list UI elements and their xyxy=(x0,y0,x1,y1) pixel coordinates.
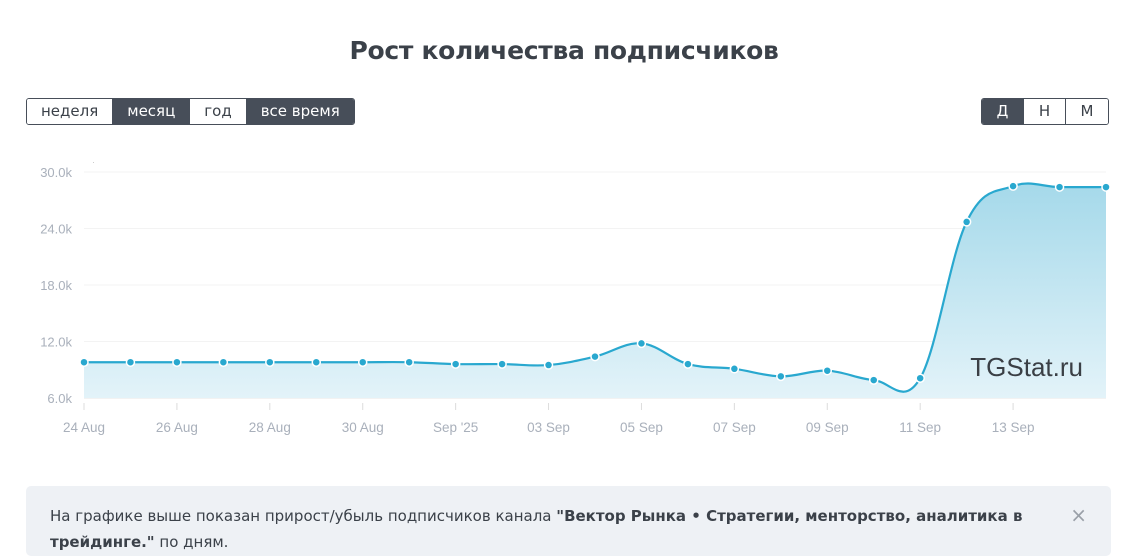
note-prefix: На графике выше показан прирост/убыль по… xyxy=(50,507,557,525)
period-month-button[interactable]: месяц xyxy=(113,99,191,124)
x-tick-label: 26 Aug xyxy=(156,420,198,435)
y-tick-label: 12.0k xyxy=(40,335,72,350)
data-point[interactable] xyxy=(729,364,740,374)
x-tick-label: 30 Aug xyxy=(342,420,384,435)
data-point[interactable] xyxy=(125,357,136,367)
x-tick-label: 13 Sep xyxy=(992,420,1035,435)
data-point[interactable] xyxy=(961,217,972,227)
data-point[interactable] xyxy=(915,373,925,383)
y-tick-label: 6.0k xyxy=(47,391,72,406)
x-axis: 24 Aug 26 Aug 28 Aug 30 Aug Sep '25 03 Sep 05 … xyxy=(63,403,1035,435)
y-tick-label: 30.0k xyxy=(40,165,72,180)
x-tick-label: 11 Sep xyxy=(899,420,941,435)
data-point[interactable] xyxy=(683,359,693,369)
data-point[interactable] xyxy=(265,357,275,367)
data-point[interactable] xyxy=(404,357,414,367)
data-point[interactable] xyxy=(822,365,833,376)
close-icon[interactable]: × xyxy=(1070,503,1087,527)
granularity-day-button[interactable]: Д xyxy=(982,99,1024,124)
period-selector: неделя месяц год все время xyxy=(26,98,355,125)
y-tick-label: 24.0k xyxy=(40,222,72,237)
y-axis: 6.0k 12.0k 18.0k 24.0k 30.0k xyxy=(40,165,72,406)
series-line xyxy=(83,182,1107,393)
x-tick-label: Sep '25 xyxy=(433,420,478,435)
subscribers-chart[interactable]: 6.0k 12.0k 18.0k 24.0k 30.0k 24 Aug 26 Aug 28 … xyxy=(0,140,1128,450)
data-point[interactable] xyxy=(172,357,182,367)
data-point[interactable] xyxy=(357,357,368,367)
data-point[interactable] xyxy=(1054,182,1065,192)
data-points xyxy=(79,181,1111,385)
data-point[interactable] xyxy=(218,357,229,367)
data-point[interactable] xyxy=(868,375,879,385)
period-week-button[interactable]: неделя xyxy=(27,99,114,124)
data-point[interactable] xyxy=(79,357,89,367)
data-point[interactable] xyxy=(1008,181,1018,191)
data-point[interactable] xyxy=(636,338,647,349)
data-point[interactable] xyxy=(497,359,507,369)
period-year-button[interactable]: год xyxy=(190,99,247,124)
data-point[interactable] xyxy=(1101,182,1111,192)
granularity-week-button[interactable]: Н xyxy=(1024,99,1066,124)
data-point[interactable] xyxy=(590,351,600,362)
data-point[interactable] xyxy=(543,360,554,370)
x-tick-label: 24 Aug xyxy=(63,420,105,435)
x-tick-label: 05 Sep xyxy=(620,420,663,435)
x-tick-label: 09 Sep xyxy=(806,420,849,435)
x-tick-label: 07 Sep xyxy=(713,420,756,435)
y-tick-label: 18.0k xyxy=(40,278,72,293)
data-point[interactable] xyxy=(776,371,786,382)
x-tick-label: 03 Sep xyxy=(527,420,570,435)
granularity-month-button[interactable]: М xyxy=(1066,99,1108,124)
period-all-time-button[interactable]: все время xyxy=(246,99,354,124)
data-point[interactable] xyxy=(311,357,322,367)
x-tick-label: 28 Aug xyxy=(249,420,291,435)
note-suffix: по дням. xyxy=(154,533,229,551)
data-point[interactable] xyxy=(450,359,461,369)
page-title: Рост количества подписчиков xyxy=(349,36,779,65)
granularity-selector: Д Н М xyxy=(981,98,1109,125)
watermark: TGStat.ru xyxy=(970,352,1083,382)
info-note: На графике выше показан прирост/убыль по… xyxy=(26,486,1111,556)
area-fill xyxy=(84,183,1106,398)
